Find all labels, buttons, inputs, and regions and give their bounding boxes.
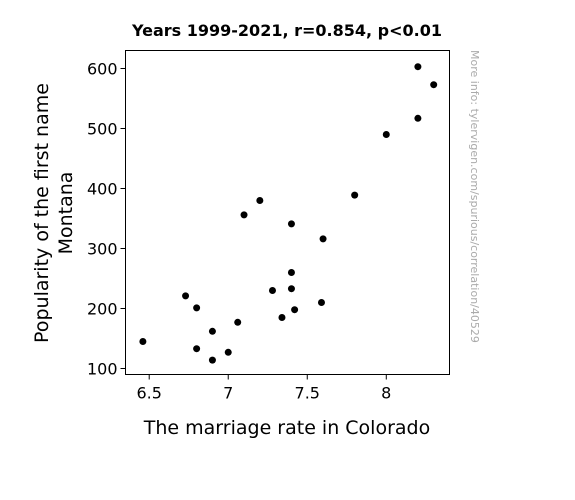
y-tick-label: 100: [87, 360, 118, 379]
x-tick-label: 7: [223, 384, 233, 403]
data-point: [224, 348, 232, 356]
y-axis-label-group: Popularity of the first name Montana: [31, 83, 77, 343]
data-point: [291, 306, 299, 314]
x-axis-ticks: 6.5 7 7.5 8: [136, 374, 391, 403]
watermark-group: More info: tylervigen.com/spurious/corre…: [468, 50, 481, 343]
data-point: [193, 304, 201, 312]
watermark-text: More info: tylervigen.com/spurious/corre…: [468, 50, 481, 343]
data-point: [208, 327, 216, 335]
y-tick-label: 300: [87, 240, 118, 259]
y-tick-label: 600: [87, 60, 118, 79]
data-point: [317, 299, 325, 306]
data-point: [319, 235, 327, 243]
data-point: [234, 318, 242, 326]
data-point: [139, 338, 147, 345]
data-point: [208, 356, 216, 364]
data-point: [414, 114, 422, 122]
x-tick-label: 8: [381, 384, 391, 403]
y-axis-ticks: 100 200 300 400 500 600: [87, 60, 126, 379]
y-tick-label: 200: [87, 300, 118, 319]
plot-area-frame: [125, 50, 450, 375]
x-axis-label: The marriage rate in Colorado: [143, 417, 430, 439]
data-point: [287, 269, 295, 276]
y-axis-label-line-1: Popularity of the first name: [31, 83, 53, 343]
x-tick-label: 6.5: [136, 384, 161, 403]
data-point: [256, 197, 264, 204]
data-point: [351, 191, 359, 199]
data-point: [287, 285, 295, 293]
chart-title: Years 1999-2021, r=0.854, p<0.01: [131, 21, 442, 40]
data-point: [382, 131, 390, 138]
data-point: [268, 287, 276, 294]
data-point: [287, 220, 295, 228]
y-axis-label-line-2: Montana: [55, 172, 77, 255]
data-point: [193, 345, 201, 353]
data-point: [278, 314, 286, 321]
data-point: [182, 292, 190, 300]
y-tick-label: 500: [87, 120, 118, 139]
data-point: [240, 211, 248, 219]
data-point: [430, 81, 438, 89]
y-tick-label: 400: [87, 180, 118, 199]
x-tick-label: 7.5: [295, 384, 320, 403]
data-point: [414, 63, 422, 71]
data-points: [139, 63, 438, 364]
